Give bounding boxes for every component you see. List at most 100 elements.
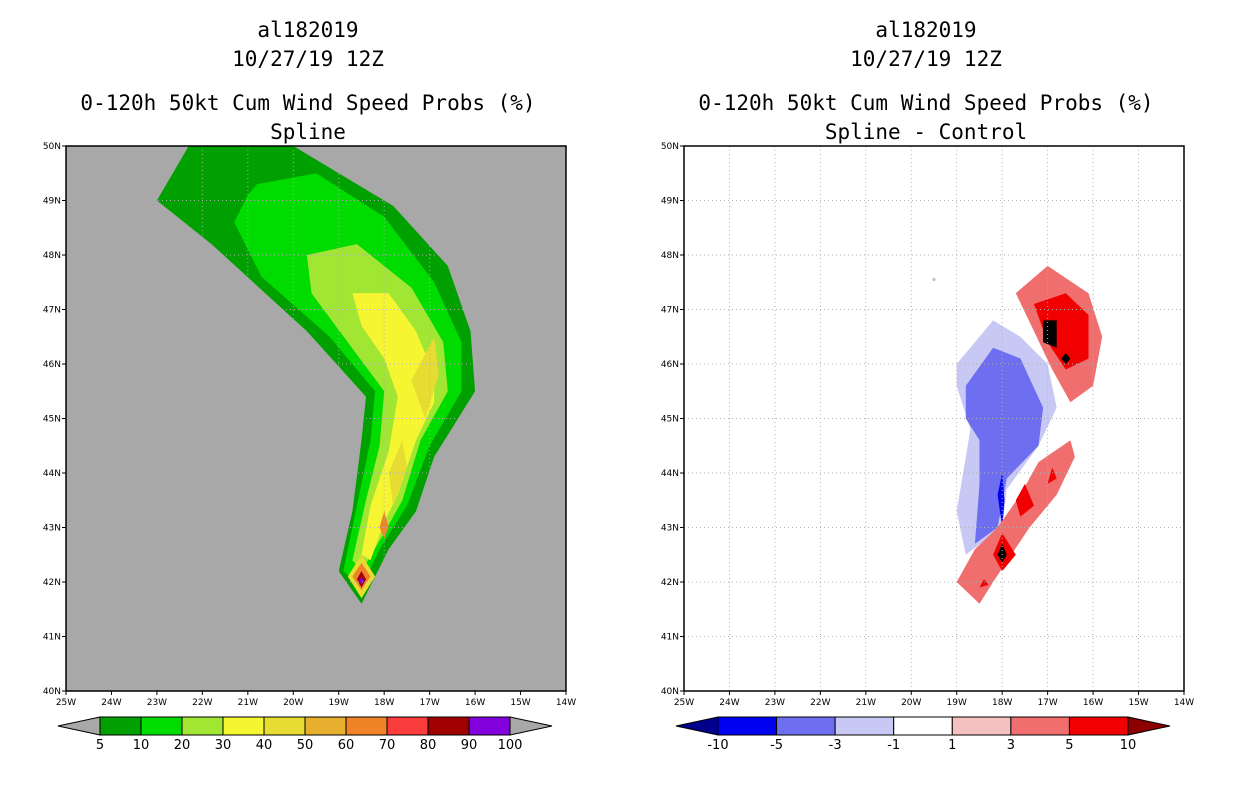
x-tick-label-6: 19W — [329, 698, 349, 708]
colorbar-box-7 — [386, 716, 429, 736]
left-title: al182019 10/27/19 12Z 0-120h 50kt Cum Wi… — [58, 16, 558, 147]
right-title-line3: 0-120h 50kt Cum Wind Speed Probs (%) — [698, 91, 1154, 115]
colorbar-label-4: 1 — [948, 738, 956, 753]
y-tick-label-10: 50N — [43, 142, 61, 152]
x-tick-label-11: 14W — [556, 698, 576, 708]
x-tick-label-10: 15W — [510, 698, 530, 708]
y-tick-label-1: 41N — [43, 633, 61, 643]
x-tick-label-10: 15W — [1128, 698, 1148, 708]
colorbar-box-5 — [1010, 716, 1070, 736]
colorbar-box-2 — [181, 716, 224, 736]
colorbar-label-8: 80 — [420, 738, 437, 753]
x-tick-label-1: 24W — [101, 698, 121, 708]
y-tick-label-0: 40N — [661, 687, 679, 697]
x-tick-label-5: 20W — [901, 698, 921, 708]
y-tick-label-8: 48N — [661, 251, 679, 261]
contour--10-2 — [997, 473, 1005, 528]
colorbar-box-2 — [834, 716, 895, 736]
colorbar-box-4 — [951, 716, 1012, 736]
x-tick-label-7: 18W — [992, 698, 1012, 708]
colorbar-over-arrow — [509, 716, 553, 736]
colorbar-label-6: 60 — [338, 738, 355, 753]
x-tick-label-2: 23W — [147, 698, 167, 708]
contour--5-1 — [965, 347, 1044, 544]
colorbar-label-1: -5 — [770, 738, 783, 753]
y-tick-label-1: 41N — [661, 633, 679, 643]
x-tick-label-4: 21W — [856, 698, 876, 708]
colorbar-over-arrow — [1127, 716, 1171, 736]
colorbar-label-7: 10 — [1120, 738, 1137, 753]
x-tick-label-3: 22W — [810, 698, 830, 708]
y-tick-label-7: 47N — [43, 306, 61, 316]
contour-5-5 — [1034, 293, 1089, 370]
contour-3-8 — [956, 440, 1075, 604]
colorbar-under-arrow — [57, 716, 101, 736]
annotation-dot-0 — [932, 277, 936, 282]
y-tick-label-3: 43N — [661, 524, 679, 534]
left-title-line1: al182019 — [257, 18, 359, 42]
y-tick-label-6: 46N — [661, 360, 679, 370]
contour-5-12 — [1047, 467, 1057, 484]
y-tick-label-9: 49N — [43, 197, 61, 207]
right-title-line2: 10/27/19 12Z — [850, 47, 1002, 71]
colorbar-label-0: -10 — [707, 738, 728, 753]
contour-40-4 — [411, 336, 439, 419]
contour-5-9 — [1015, 483, 1034, 517]
x-tick-label-5: 20W — [283, 698, 303, 708]
colorbar-label-9: 90 — [461, 738, 478, 753]
colorbar-label-3: 30 — [215, 738, 232, 753]
y-tick-label-7: 47N — [661, 306, 679, 316]
colorbar-box-5 — [304, 716, 347, 736]
x-tick-label-3: 22W — [192, 698, 212, 708]
contour-10-11 — [997, 543, 1007, 563]
contour-40-5 — [388, 440, 407, 506]
colorbar-box-6 — [345, 716, 388, 736]
colorbar-label-2: 20 — [174, 738, 191, 753]
y-tick-label-2: 42N — [43, 578, 61, 588]
colorbar-label-3: -1 — [887, 738, 900, 753]
x-tick-label-8: 17W — [419, 698, 439, 708]
left-title-line4: Spline — [270, 120, 346, 144]
y-tick-label-5: 45N — [43, 415, 61, 425]
colorbar: -10 -5 -3 -1 1 3 5 10 — [675, 716, 1171, 753]
x-tick-label-9: 16W — [1083, 698, 1103, 708]
right-title-line4: Spline - Control — [824, 120, 1028, 144]
right-title: al182019 10/27/19 12Z 0-120h 50kt Cum Wi… — [676, 16, 1176, 147]
x-tick-label-1: 24W — [719, 698, 739, 708]
colorbar-box-9 — [468, 716, 511, 736]
left-title-line3: 0-120h 50kt Cum Wind Speed Probs (%) — [80, 91, 536, 115]
colorbar-label-10: 100 — [498, 738, 523, 753]
colorbar-label-0: 5 — [96, 738, 104, 753]
y-tick-label-10: 50N — [661, 142, 679, 152]
panel-2: 25W 24W 23W 22W 21W 20W 19W 18W 17W 16W 15W 14W 40N 4… — [661, 142, 1194, 753]
x-tick-label-0: 25W — [56, 698, 76, 708]
colorbar-label-5: 3 — [1007, 738, 1015, 753]
colorbar-box-3 — [222, 716, 265, 736]
y-tick-label-8: 48N — [43, 251, 61, 261]
colorbar-box-8 — [427, 716, 470, 736]
left-title-line2: 10/27/19 12Z — [232, 47, 384, 71]
y-tick-label-9: 49N — [661, 197, 679, 207]
x-tick-label-0: 25W — [674, 698, 694, 708]
x-tick-label-7: 18W — [374, 698, 394, 708]
colorbar-label-7: 70 — [379, 738, 396, 753]
colorbar-box-4 — [263, 716, 306, 736]
contour-5-13 — [979, 579, 989, 588]
y-tick-label-3: 43N — [43, 524, 61, 534]
x-tick-label-2: 23W — [765, 698, 785, 708]
colorbar-label-4: 40 — [256, 738, 273, 753]
colorbar-label-2: -3 — [829, 738, 842, 753]
contour-20-2 — [306, 244, 448, 572]
right-title-line1: al182019 — [875, 18, 977, 42]
colorbar-label-6: 5 — [1065, 738, 1073, 753]
y-tick-label-5: 45N — [661, 415, 679, 425]
x-tick-label-11: 14W — [1174, 698, 1194, 708]
x-tick-label-9: 16W — [465, 698, 485, 708]
contour-90-10 — [359, 576, 364, 585]
y-tick-label-4: 44N — [43, 469, 61, 479]
colorbar-label-1: 10 — [133, 738, 150, 753]
x-tick-label-6: 19W — [947, 698, 967, 708]
colorbar-label-5: 50 — [297, 738, 314, 753]
contour-60-6 — [379, 511, 389, 539]
